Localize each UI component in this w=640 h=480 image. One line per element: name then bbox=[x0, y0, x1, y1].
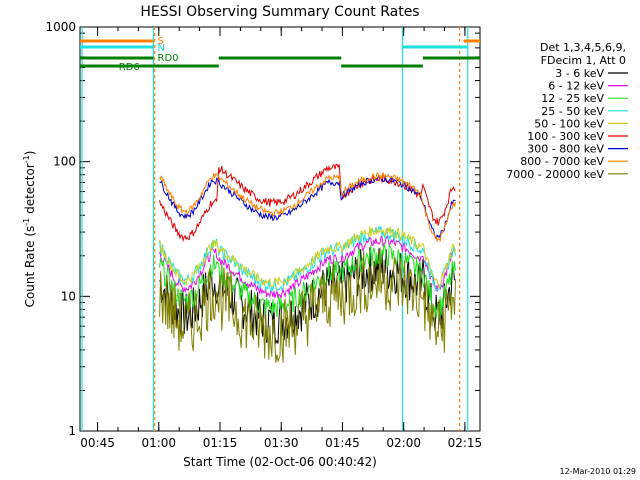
flag-label: N bbox=[158, 43, 165, 54]
plot-area bbox=[79, 26, 481, 432]
flag-label: S bbox=[158, 36, 164, 47]
flag-label: RD6 bbox=[119, 62, 140, 73]
flag-label: RD0 bbox=[158, 53, 179, 64]
y-axis-label: Count Rate (s-1 detector-1) bbox=[22, 151, 37, 308]
y-axis-label-main: Count Rate (s bbox=[23, 226, 37, 308]
series-line bbox=[159, 225, 456, 292]
x-tick-label: 02:00 bbox=[386, 436, 421, 450]
x-tick-label: 01:45 bbox=[325, 436, 360, 450]
y-axis-label-sup1: -1 bbox=[22, 218, 31, 226]
chart-title: HESSI Observing Summary Count Rates bbox=[140, 4, 419, 20]
x-tick-label: 01:00 bbox=[141, 436, 176, 450]
legend-entry-label: 7000 - 20000 keV bbox=[506, 168, 604, 181]
legend: Det 1,3,4,5,6,9, FDecim 1, Att 0 3 - 6 k… bbox=[506, 41, 628, 181]
legend-header-line-2: FDecim 1, Att 0 bbox=[541, 54, 626, 67]
legend-entry-label: 25 - 50 keV bbox=[541, 105, 604, 118]
vertical-markers bbox=[81, 27, 469, 431]
series-line bbox=[159, 175, 456, 240]
x-axis: 00:45 01:00 01:15 01:30 01:45 02:00 02:15 bbox=[80, 27, 482, 450]
legend-entry-label: 100 - 300 keV bbox=[527, 130, 604, 143]
legend-entry-label: 3 - 6 keV bbox=[555, 67, 604, 80]
legend-entry-label: 12 - 25 keV bbox=[541, 92, 604, 105]
x-tick-label: 01:15 bbox=[203, 436, 238, 450]
series-line bbox=[159, 163, 456, 243]
series-line bbox=[159, 226, 456, 289]
legend-entry-label: 50 - 100 keV bbox=[534, 117, 604, 130]
plot-frame bbox=[79, 26, 481, 432]
legend-header-line-1: Det 1,3,4,5,6,9, bbox=[540, 41, 626, 54]
x-tick-label: 02:15 bbox=[448, 436, 483, 450]
series-line bbox=[159, 247, 456, 363]
series-line bbox=[159, 171, 456, 243]
y-tick-label: 1 bbox=[68, 424, 76, 438]
series-line bbox=[159, 242, 456, 319]
legend-entry-label: 6 - 12 keV bbox=[548, 80, 604, 93]
legend-entry-label: 300 - 800 keV bbox=[527, 143, 604, 156]
y-axis-label-end: ) bbox=[23, 151, 37, 156]
footer-timestamp: 12-Mar-2010 01:29 bbox=[560, 467, 637, 476]
series-lines bbox=[159, 163, 456, 363]
x-tick-label: 01:30 bbox=[264, 436, 299, 450]
y-axis-label-mid: detector bbox=[23, 163, 37, 218]
x-tick-label: 00:45 bbox=[80, 436, 115, 450]
x-axis-label: Start Time (02-Oct-06 00:40:42) bbox=[183, 455, 377, 469]
y-tick-label: 10 bbox=[61, 289, 76, 303]
series-line bbox=[159, 235, 456, 300]
y-axis: 1 10 100 1000 bbox=[45, 20, 480, 438]
legend-entry-label: 800 - 7000 keV bbox=[520, 155, 604, 168]
y-tick-label: 1000 bbox=[45, 20, 76, 34]
y-axis-label-sup2: -1 bbox=[22, 155, 31, 163]
y-tick-label: 100 bbox=[53, 155, 76, 169]
